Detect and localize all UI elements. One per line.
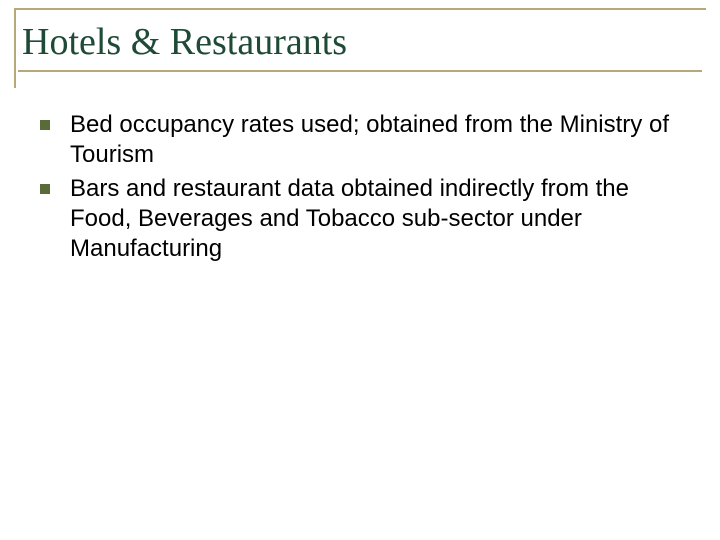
bullet-square-icon xyxy=(40,120,50,130)
bullet-square-icon xyxy=(40,184,50,194)
frame-left-border xyxy=(14,8,16,88)
bullet-item: Bars and restaurant data obtained indire… xyxy=(40,174,680,264)
bullet-item: Bed occupancy rates used; obtained from … xyxy=(40,110,680,170)
title-underline xyxy=(18,70,702,72)
slide-title: Hotels & Restaurants xyxy=(22,20,347,64)
bullet-text: Bed occupancy rates used; obtained from … xyxy=(70,110,680,170)
frame-top-border xyxy=(14,8,706,10)
bullet-text: Bars and restaurant data obtained indire… xyxy=(70,174,680,264)
content-area: Bed occupancy rates used; obtained from … xyxy=(40,110,680,268)
